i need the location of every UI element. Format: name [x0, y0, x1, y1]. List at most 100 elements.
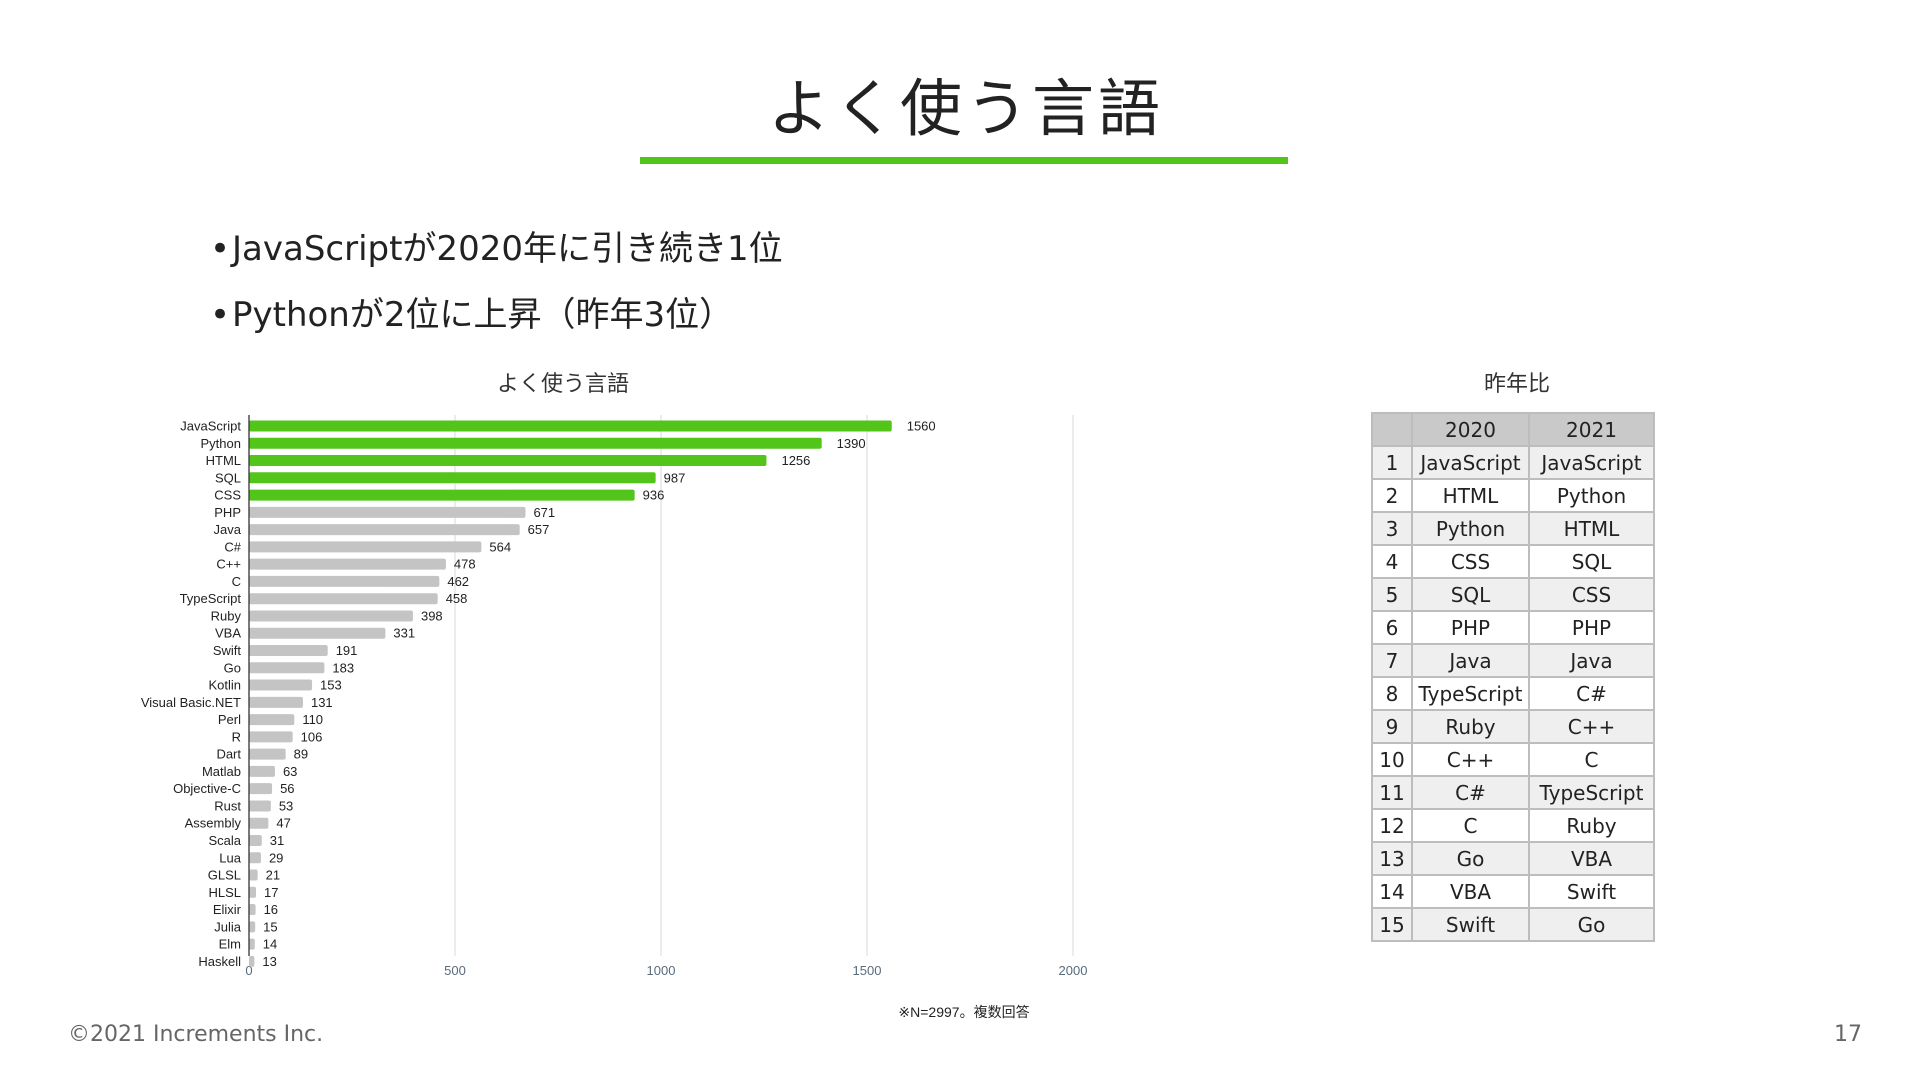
cell-2021: SQL — [1528, 544, 1655, 579]
value-label: 331 — [393, 626, 415, 641]
page-number: 17 — [1834, 1022, 1862, 1047]
value-label: 89 — [294, 747, 308, 762]
category-label: Ruby — [211, 608, 242, 623]
x-tick-label: 1000 — [647, 963, 676, 978]
bar — [249, 921, 256, 933]
table-row: 6 PHP PHP — [1371, 610, 1655, 645]
cell-2020: Go — [1411, 841, 1530, 876]
cell-2020: JavaScript — [1411, 445, 1530, 480]
value-label: 56 — [280, 781, 294, 796]
value-label: 53 — [279, 798, 293, 813]
header-2021: 2021 — [1528, 412, 1655, 447]
bar — [249, 904, 256, 916]
rank-cell: 6 — [1371, 610, 1413, 645]
value-label: 458 — [446, 591, 468, 606]
cell-2020: CSS — [1411, 544, 1530, 579]
value-label: 31 — [270, 833, 284, 848]
bar — [249, 472, 656, 484]
cell-2020: VBA — [1411, 874, 1530, 909]
category-label: Haskell — [198, 954, 241, 969]
bar — [249, 662, 325, 674]
bar — [249, 645, 328, 657]
category-label: Objective-C — [173, 781, 241, 796]
bar — [249, 558, 446, 570]
category-label: C++ — [216, 557, 241, 572]
table-row: 2 HTML Python — [1371, 478, 1655, 513]
chart-title: よく使う言語 — [496, 372, 629, 397]
category-label: Visual Basic.NET — [141, 695, 241, 710]
category-label: Java — [214, 522, 242, 537]
rank-cell: 1 — [1371, 445, 1413, 480]
bar — [249, 455, 767, 467]
ranking-comparison-table: 2020 2021 1 JavaScript JavaScript 2 HTML Pyth… — [1371, 412, 1655, 942]
bar — [249, 679, 313, 691]
cell-2021: Python — [1528, 478, 1655, 513]
value-label: 17 — [264, 885, 278, 900]
rank-cell: 2 — [1371, 478, 1413, 513]
rank-cell: 7 — [1371, 643, 1413, 678]
cell-2021: VBA — [1528, 841, 1655, 876]
category-label: R — [232, 729, 241, 744]
bar — [249, 731, 293, 743]
value-label: 191 — [336, 643, 358, 658]
value-label: 14 — [263, 937, 277, 952]
rank-cell: 10 — [1371, 742, 1413, 777]
value-label: 936 — [643, 488, 665, 503]
bar — [249, 886, 257, 898]
cell-2020: Swift — [1411, 907, 1530, 942]
value-label: 16 — [264, 902, 278, 917]
table-row: 8 TypeScript C# — [1371, 676, 1655, 711]
x-tick-label: 2000 — [1059, 963, 1088, 978]
category-label: Dart — [216, 747, 241, 762]
header-2020: 2020 — [1411, 412, 1530, 447]
bar — [249, 696, 303, 708]
cell-2020: Python — [1411, 511, 1530, 546]
value-label: 153 — [320, 678, 342, 693]
table-header-row: 2020 2021 — [1371, 412, 1655, 447]
value-label: 63 — [283, 764, 297, 779]
category-label: C# — [224, 539, 241, 554]
value-label: 183 — [332, 660, 354, 675]
cell-2021: HTML — [1528, 511, 1655, 546]
table-row: 1 JavaScript JavaScript — [1371, 445, 1655, 480]
value-label: 462 — [447, 574, 469, 589]
value-label: 106 — [301, 729, 323, 744]
bullet-icon: • — [210, 295, 231, 335]
bar — [249, 783, 273, 795]
title-underline — [640, 157, 1288, 164]
value-label: 13 — [262, 954, 276, 969]
category-label: Scala — [208, 833, 241, 848]
cell-2021: Go — [1528, 907, 1655, 942]
chart-note: ※N=2997。複数回答 — [898, 1004, 1030, 1020]
table-row: 4 CSS SQL — [1371, 544, 1655, 579]
rank-cell: 15 — [1371, 907, 1413, 942]
bar — [249, 852, 261, 864]
bar — [249, 748, 286, 760]
category-label: Swift — [213, 643, 242, 658]
table-row: 12 C Ruby — [1371, 808, 1655, 843]
rank-cell: 12 — [1371, 808, 1413, 843]
bar — [249, 593, 438, 605]
category-label: HLSL — [208, 885, 241, 900]
table-row: 14 VBA Swift — [1371, 874, 1655, 909]
bullet-item: •JavaScriptが2020年に引き続き1位 — [210, 216, 783, 282]
rank-cell: 8 — [1371, 676, 1413, 711]
category-label: C — [232, 574, 241, 589]
table-row: 13 Go VBA — [1371, 841, 1655, 876]
cell-2021: Swift — [1528, 874, 1655, 909]
table-row: 10 C++ C — [1371, 742, 1655, 777]
value-label: 1390 — [837, 436, 866, 451]
value-label: 15 — [263, 919, 277, 934]
bar — [249, 627, 386, 639]
category-label: JavaScript — [180, 419, 241, 434]
category-label: CSS — [214, 488, 241, 503]
header-rank — [1371, 412, 1413, 447]
value-label: 398 — [421, 608, 443, 623]
category-label: HTML — [206, 453, 241, 468]
cell-2020: Java — [1411, 643, 1530, 678]
rank-cell: 5 — [1371, 577, 1413, 612]
cell-2021: C++ — [1528, 709, 1655, 744]
category-label: Lua — [219, 850, 241, 865]
category-label: PHP — [214, 505, 241, 520]
